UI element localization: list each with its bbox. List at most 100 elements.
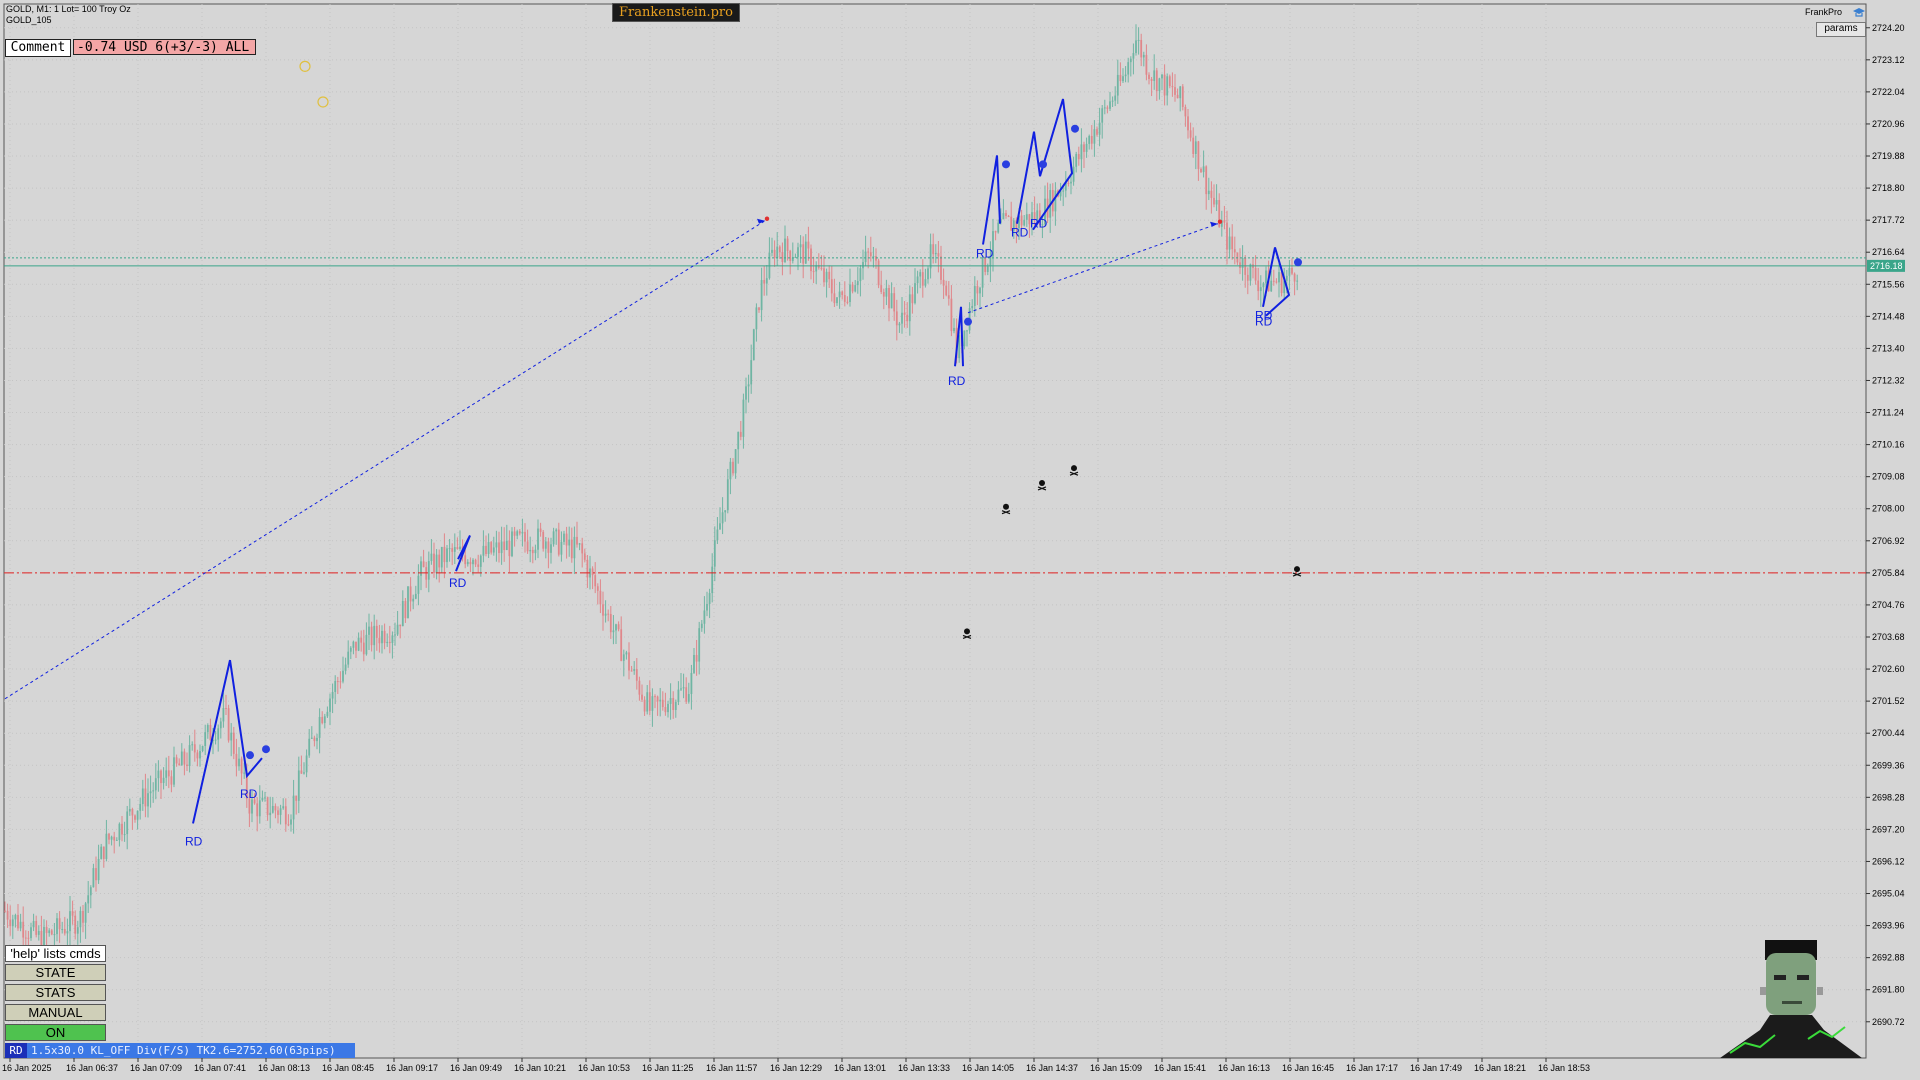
candle-body (1096, 129, 1098, 135)
price-axis-label: 2723.12 (1872, 55, 1905, 65)
candle-body (924, 279, 927, 286)
candle-body (669, 698, 672, 704)
candle-body (1137, 39, 1140, 41)
comment-label: Comment (5, 39, 71, 57)
candle-body (58, 918, 61, 930)
brand-label[interactable]: Frankenstein.pro (612, 3, 740, 22)
candle-body (1077, 154, 1080, 160)
candle-body (908, 294, 911, 322)
candle-body (1072, 166, 1075, 182)
candle-body (680, 688, 682, 690)
candle-body (303, 772, 305, 774)
candle-body (615, 624, 617, 631)
state-button[interactable]: STATE (5, 964, 106, 981)
candle-body (323, 716, 326, 724)
candle-body (201, 746, 204, 752)
candle-body (1145, 54, 1148, 75)
candle-body (139, 804, 142, 811)
candle-body (1070, 181, 1072, 184)
candle-body (144, 788, 147, 807)
candle-body (123, 834, 126, 836)
candle-body (1064, 182, 1067, 191)
candle-body (326, 711, 329, 717)
candle-body (79, 910, 82, 928)
candle-body (126, 811, 129, 835)
candle-body (755, 307, 758, 330)
candle-body (609, 614, 612, 633)
candle-body (222, 708, 225, 722)
candle-body (1093, 129, 1096, 144)
candle-body (872, 256, 875, 258)
candle-body (180, 751, 183, 766)
candle-body (620, 629, 623, 661)
candle-body (1002, 213, 1005, 220)
candle-body (911, 294, 914, 304)
candle-body (409, 586, 412, 602)
candle-body (890, 293, 893, 309)
info-marker-icon (246, 751, 254, 760)
candle-body (30, 927, 32, 939)
candle-body (472, 559, 474, 565)
candle-body (823, 268, 825, 283)
candle-body (188, 745, 191, 767)
candle-body (804, 241, 807, 264)
status-text: 1.5x30.0 KL_OFF Div(F/S) TK2.6=2752.60(6… (31, 1044, 336, 1057)
candle-body (979, 287, 981, 294)
candle-body (1184, 106, 1187, 117)
candle-body (342, 670, 344, 682)
candle-body (921, 272, 924, 286)
candle-body (763, 280, 766, 284)
candle-body (1220, 220, 1223, 227)
candle-body (771, 249, 773, 253)
candle-body (966, 330, 968, 332)
candle-body (383, 630, 386, 644)
candle-body (635, 669, 638, 681)
candle-body (1142, 54, 1145, 58)
candle-body (331, 691, 334, 699)
candle-body (1148, 74, 1150, 80)
candle-body (596, 586, 599, 591)
candle-body (370, 626, 373, 646)
price-axis-label: 2710.16 (1872, 440, 1905, 450)
candle-body (1015, 220, 1018, 228)
candle-body (810, 248, 812, 272)
candle-body (1080, 144, 1083, 160)
rd-pattern (1262, 247, 1291, 317)
candle-body (305, 755, 308, 773)
candle-body (529, 549, 532, 552)
candle-body (63, 929, 66, 934)
candle-body (97, 858, 100, 881)
candle-body (56, 918, 58, 935)
candle-body (206, 725, 209, 733)
stats-button[interactable]: STATS (5, 984, 106, 1001)
candle-body (929, 244, 932, 269)
on-button[interactable]: ON (5, 1024, 106, 1041)
candle-body (170, 776, 173, 785)
candle-body (321, 716, 324, 724)
params-button[interactable]: params (1816, 22, 1866, 37)
candle-body (1194, 141, 1197, 154)
price-axis-label: 2700.44 (1872, 728, 1905, 738)
candle-body (594, 575, 597, 587)
candle-body (537, 528, 539, 550)
candle-body (1278, 272, 1280, 283)
candle-body (1259, 287, 1262, 292)
candle-body (682, 687, 685, 689)
candle-body (1085, 143, 1088, 152)
candle-body (724, 510, 727, 513)
info-marker-icon (1039, 160, 1047, 169)
price-axis-label: 2696.12 (1872, 856, 1905, 866)
candle-body (1010, 216, 1013, 231)
candle-body (1254, 267, 1257, 281)
candle-body (27, 937, 30, 939)
candle-body (118, 823, 121, 840)
candle-body (703, 610, 706, 624)
price-axis-label: 2705.84 (1872, 568, 1905, 578)
candle-body (581, 543, 584, 554)
manual-button[interactable]: MANUAL (5, 1004, 106, 1021)
candle-body (1124, 74, 1127, 77)
candle-body (1012, 220, 1015, 231)
candle-body (235, 753, 238, 767)
